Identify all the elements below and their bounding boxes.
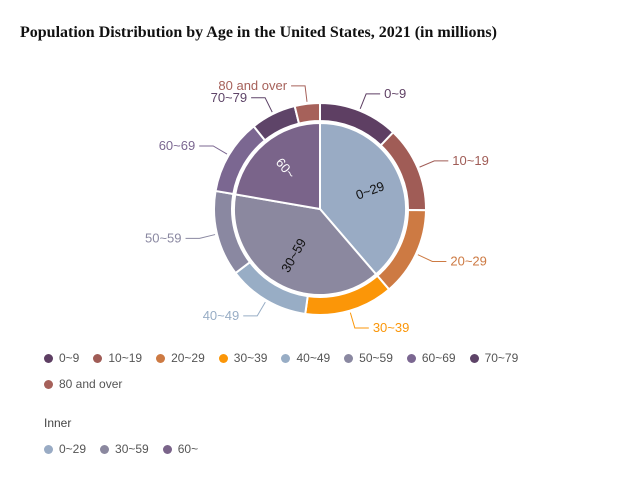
leader-line-40-49 <box>243 301 266 317</box>
legend-label: 30~59 <box>115 442 149 456</box>
legend-marker-icon <box>44 353 53 363</box>
outer-label-40-49: 40~49 <box>203 308 240 323</box>
outer-legend: 0~9 10~19 20~29 30~39 40~49 50~59 60~69 70~79 <box>44 351 532 365</box>
outer-label-80-and-over: 80 and over <box>218 78 287 93</box>
outer-label-70-79: 70~79 <box>211 90 248 105</box>
legend-marker-icon <box>44 444 53 454</box>
inner-pie <box>233 121 407 296</box>
inner-legend-item-30-59[interactable]: 30~59 <box>100 442 149 456</box>
inner-legend-item-0-29[interactable]: 0~29 <box>44 442 86 456</box>
outer-label-60-69: 60~69 <box>159 138 196 153</box>
outer-legend-item-80-and-over[interactable]: 80 and over <box>44 377 122 391</box>
outer-label-20-29: 20~29 <box>450 253 487 268</box>
legend-marker-icon <box>44 379 53 389</box>
outer-legend-continued: 80 and over <box>44 377 136 391</box>
outer-legend-item-40-49[interactable]: 40~49 <box>281 351 330 365</box>
leader-line-70-79 <box>251 97 273 113</box>
leader-line-30-39 <box>349 312 369 329</box>
leader-line-20-29 <box>417 254 447 262</box>
legend-label: 30~39 <box>233 351 268 365</box>
legend-label: 60~ <box>177 442 199 456</box>
outer-label-30-39: 30~39 <box>373 320 410 335</box>
legend-label: 40~49 <box>296 351 331 365</box>
inner-slice-60[interactable] <box>234 121 321 211</box>
legend-label: 80 and over <box>59 377 123 391</box>
outer-legend-item-30-39[interactable]: 30~39 <box>218 351 268 365</box>
outer-legend-item-10-19[interactable]: 10~19 <box>93 351 142 365</box>
legend-marker-icon <box>406 353 416 363</box>
outer-legend-item-60-69[interactable]: 60~69 <box>406 351 456 365</box>
outer-labels: 0~9 10~19 20~29 30~39 40~49 50~59 60~69 70~7980… <box>145 78 489 335</box>
chart-title: Population Distribution by Age in the Un… <box>20 24 497 41</box>
legend-label: 0~9 <box>59 351 80 365</box>
outer-label-50-59: 50~59 <box>145 230 182 245</box>
legend-marker-icon <box>344 353 354 363</box>
legend-label: 60~69 <box>421 351 456 365</box>
leader-line-50-59 <box>185 234 216 239</box>
leader-line-10-19 <box>419 160 449 168</box>
legend-label: 20~29 <box>171 351 205 365</box>
legend-marker-icon <box>156 353 166 363</box>
inner-slice-30-59[interactable] <box>233 193 378 296</box>
outer-slice-80-and-over[interactable] <box>293 101 321 125</box>
legend-marker-icon <box>218 353 228 363</box>
inner-legend-item-60[interactable]: 60~ <box>162 442 199 456</box>
outer-legend-item-0-9[interactable]: 0~9 <box>44 351 79 365</box>
outer-ring <box>213 101 428 316</box>
inner-legend: 0~29 30~59 60~ <box>44 442 212 456</box>
outer-label-10-19: 10~19 <box>452 153 489 168</box>
legend-label: 50~59 <box>359 351 393 365</box>
outer-legend-item-20-29[interactable]: 20~29 <box>156 351 205 365</box>
legend-marker-icon <box>100 444 110 454</box>
outer-legend-item-70-79[interactable]: 70~79 <box>469 351 519 365</box>
leader-line-0-9 <box>359 93 381 109</box>
legend-marker-icon <box>469 353 479 363</box>
inner-slice-0-29[interactable] <box>319 121 407 276</box>
outer-legend-item-50-59[interactable]: 50~59 <box>344 351 393 365</box>
legend-label: 10~19 <box>108 351 143 365</box>
legend-marker-icon <box>281 353 291 363</box>
leader-line-60-69 <box>199 145 228 155</box>
legend-marker-icon <box>162 444 172 454</box>
inner-legend-title: Inner <box>44 416 72 430</box>
outer-label-0-9: 0~9 <box>384 86 406 101</box>
legend-label: 0~29 <box>59 442 87 456</box>
legend-label: 70~79 <box>484 351 519 365</box>
legend-marker-icon <box>93 353 103 363</box>
leader-line-80-and-over <box>291 85 308 102</box>
